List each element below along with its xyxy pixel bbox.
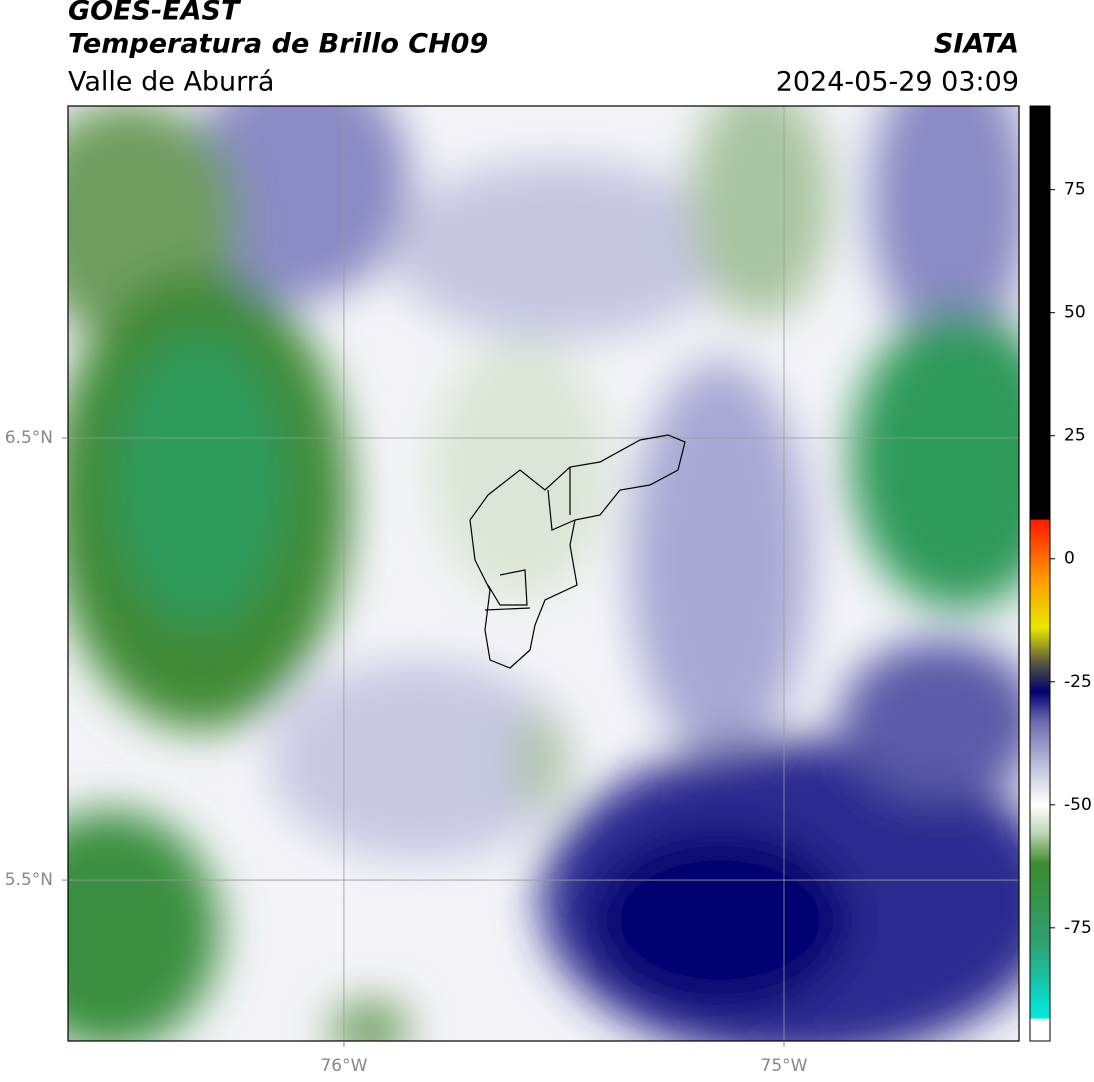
- colorbar-tick-label: -75: [1064, 918, 1092, 938]
- colorbar-tick-label: 25: [1064, 426, 1086, 446]
- datetime: 2024-05-29 03:09: [776, 67, 1019, 98]
- lon-tick-label: 75°W: [761, 1056, 808, 1076]
- colorbar-tick-label: -25: [1064, 672, 1092, 692]
- region: Valle de Aburrá: [68, 67, 274, 98]
- title: GOES-EAST: [68, 0, 242, 27]
- colorbar-tick-label: 50: [1064, 303, 1086, 323]
- colorbar: [1029, 105, 1051, 1042]
- satellite-image: [68, 106, 1019, 1041]
- colorbar-tick-label: 0: [1064, 549, 1075, 569]
- lon-tick-label: 76°W: [320, 1056, 367, 1076]
- colorbar-tick-label: -50: [1064, 795, 1092, 815]
- source: SIATA: [934, 29, 1019, 60]
- lat-tick-label: 5.5°N: [5, 870, 53, 890]
- lat-tick-label: 6.5°N: [5, 428, 53, 448]
- map-frame: [67, 105, 1020, 1042]
- municipal-boundaries: [469, 434, 686, 669]
- subtitle: Temperatura de Brillo CH09: [68, 29, 488, 60]
- colorbar-tick-label: 75: [1064, 180, 1086, 200]
